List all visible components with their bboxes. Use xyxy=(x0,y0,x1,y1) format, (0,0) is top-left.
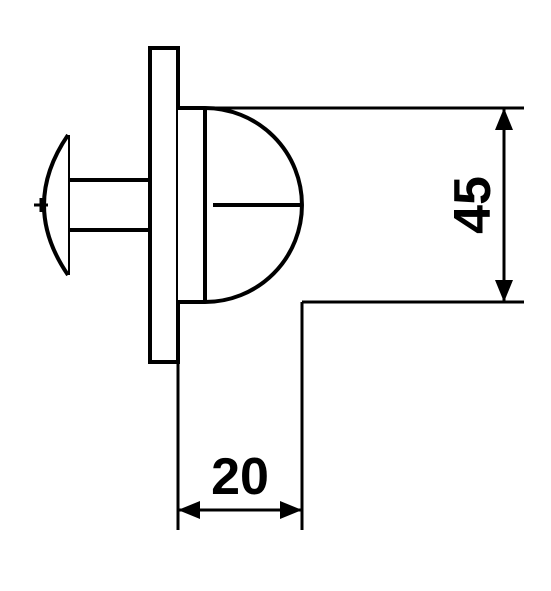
dim-arrowhead xyxy=(495,108,513,130)
part-outline xyxy=(34,48,302,362)
dim-label-width: 20 xyxy=(211,448,269,506)
dim-arrowhead xyxy=(178,501,200,519)
technical-drawing: 45 20 xyxy=(0,0,551,591)
mounting-plate xyxy=(150,48,178,362)
dim-arrowhead xyxy=(280,501,302,519)
dim-label-height: 45 xyxy=(444,176,502,234)
dim-arrowhead xyxy=(495,280,513,302)
